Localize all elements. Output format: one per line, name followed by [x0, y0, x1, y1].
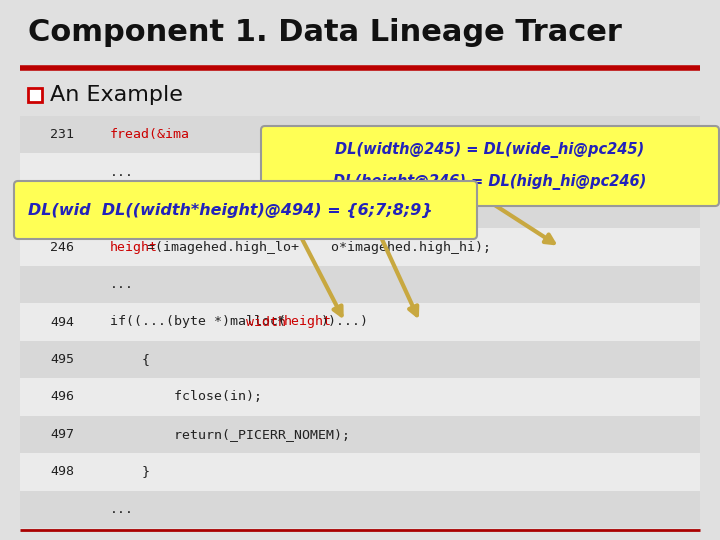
Text: 494: 494	[50, 315, 74, 328]
Text: Component 1. Data Lineage Tracer: Component 1. Data Lineage Tracer	[28, 18, 622, 47]
Text: DL(height@246) = DL(high_hi@pc246): DL(height@246) = DL(high_hi@pc246)	[333, 174, 647, 190]
Text: (imag: (imag	[172, 128, 308, 141]
Text: height: height	[284, 315, 332, 328]
Text: DL(width@245) = DL(wide_hi@pc245): DL(width@245) = DL(wide_hi@pc245)	[336, 142, 644, 158]
FancyBboxPatch shape	[261, 126, 719, 206]
Text: ...: ...	[110, 166, 134, 179]
Bar	[20, 266, 700, 303]
Text: DL(wid  DL((width*height)@494) = {6;7;8;9}: DL(wid DL((width*height)@494) = {6;7;8;9…	[28, 202, 433, 218]
Bar	[20, 416, 700, 453]
Bar	[20, 341, 700, 378]
Bar	[20, 453, 700, 490]
Text: =(imagehed.wide_lo+1    imagehed.wide_hi): =(imagehed.wide_lo+1 imagehed.wide_hi)	[141, 203, 469, 216]
Text: 245: 245	[50, 203, 74, 216]
Text: ...: ...	[110, 503, 134, 516]
Text: ...: ...	[110, 278, 134, 291]
FancyBboxPatch shape	[28, 88, 42, 102]
Text: 498: 498	[50, 465, 74, 478]
Text: An Example: An Example	[50, 85, 183, 105]
Text: width: width	[246, 315, 287, 328]
Text: if((...(byte *)malloc(: if((...(byte *)malloc(	[110, 315, 286, 328]
Bar	[20, 378, 700, 416]
Bar	[20, 116, 700, 153]
Text: return(_PICERR_NOMEM);: return(_PICERR_NOMEM);	[110, 428, 350, 441]
Text: {: {	[110, 353, 150, 366]
Text: width: width	[110, 203, 150, 216]
Bar	[20, 228, 700, 266]
Bar	[20, 191, 700, 228]
Text: *: *	[277, 315, 285, 328]
Text: ))...): ))...)	[321, 315, 369, 328]
Text: 497: 497	[50, 428, 74, 441]
Text: fread(&ima: fread(&ima	[110, 128, 190, 141]
Text: =(imagehed.high_lo+    o*imagehed.high_hi);: =(imagehed.high_lo+ o*imagehed.high_hi);	[147, 241, 491, 254]
Bar	[20, 490, 700, 528]
Text: 496: 496	[50, 390, 74, 403]
Text: height: height	[110, 241, 158, 254]
FancyBboxPatch shape	[14, 181, 477, 239]
Text: 246: 246	[50, 241, 74, 254]
Text: fclose(in);: fclose(in);	[110, 390, 262, 403]
Text: }: }	[110, 465, 150, 478]
Text: 231: 231	[50, 128, 74, 141]
Bar	[20, 303, 700, 341]
Text: 495: 495	[50, 353, 74, 366]
Bar	[20, 153, 700, 191]
